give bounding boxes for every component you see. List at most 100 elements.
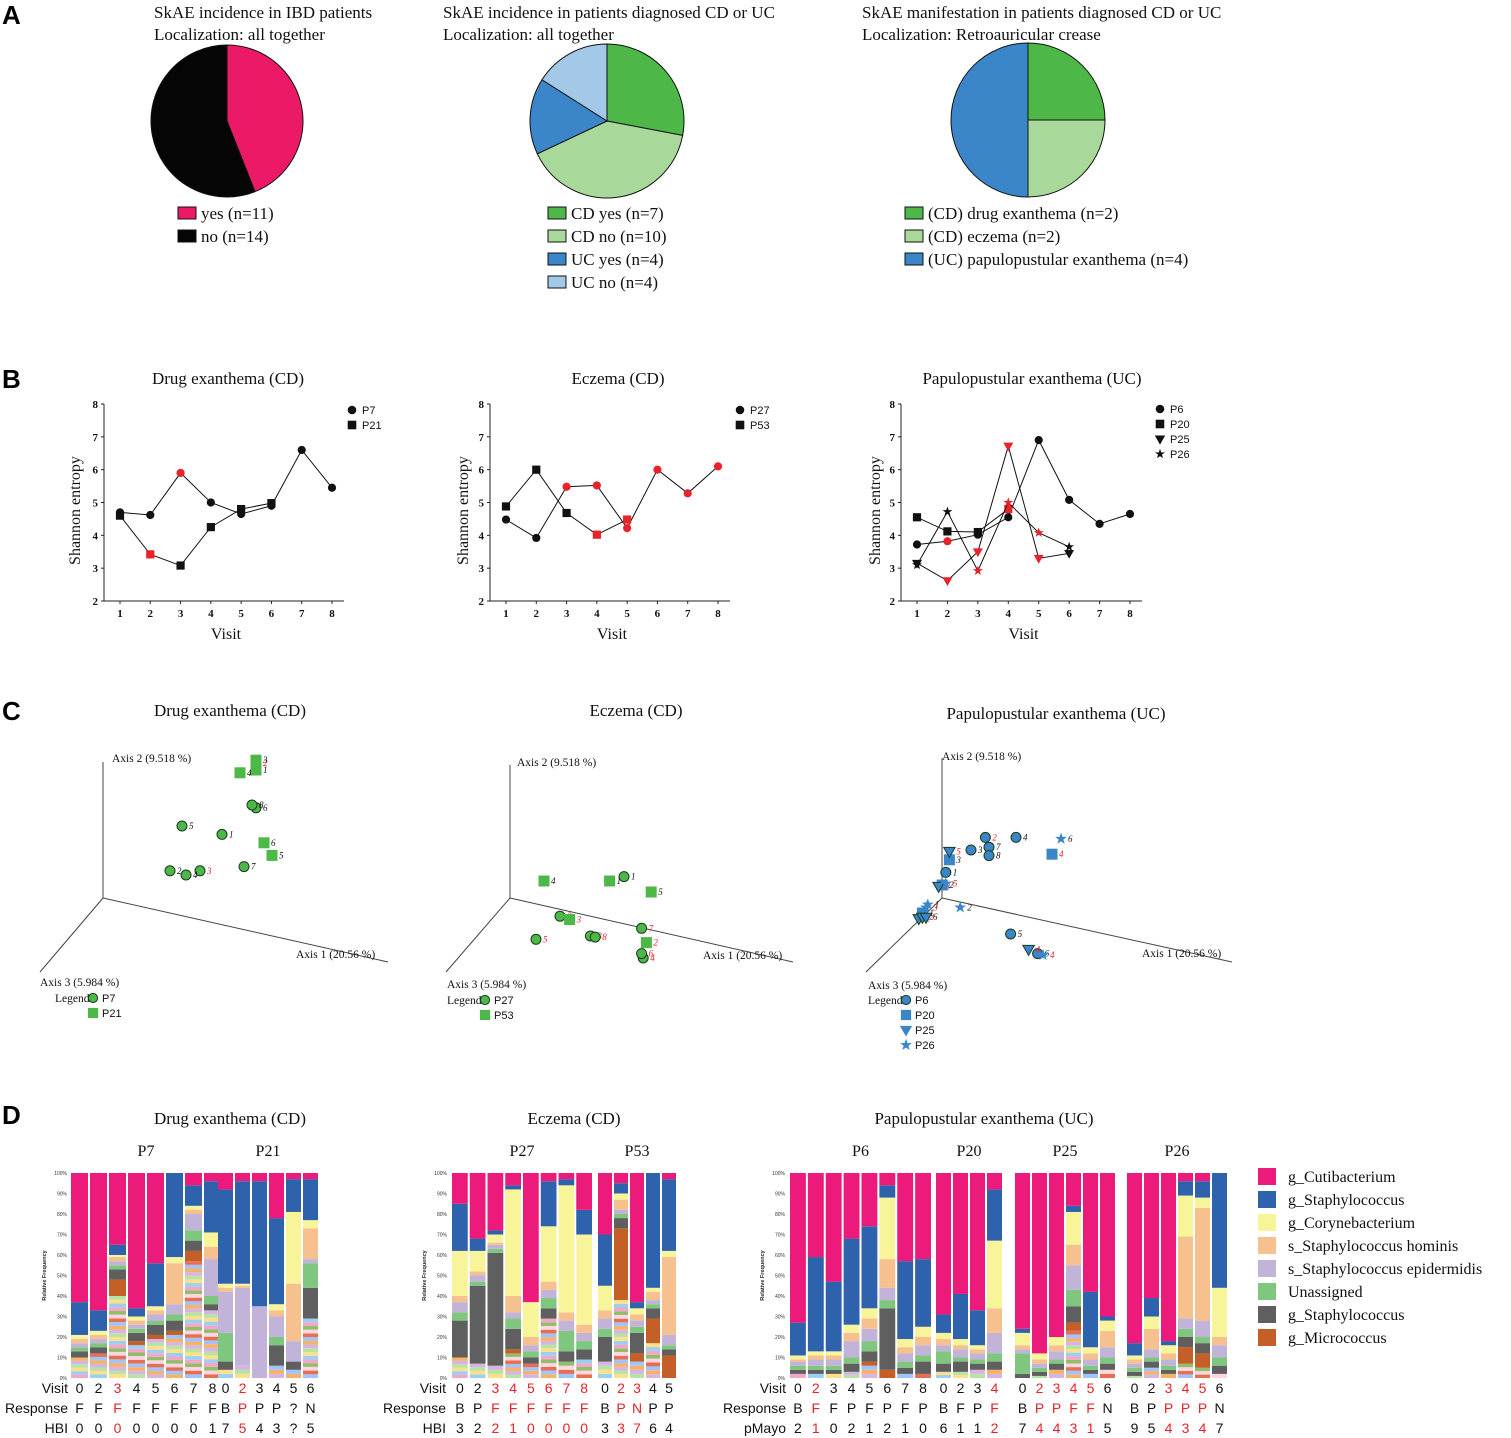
bar-segment <box>147 1173 164 1264</box>
bar-segment <box>1083 1353 1098 1360</box>
bar-segment-other <box>185 1345 202 1349</box>
score-label: 0 <box>190 1420 198 1436</box>
response-label: ? <box>290 1400 298 1416</box>
bar-segment <box>970 1310 985 1346</box>
pie-charts: SkAE incidence in IBD patients Localizati… <box>150 3 1221 292</box>
bar-segment <box>303 1228 318 1260</box>
response-label: B <box>1018 1400 1027 1416</box>
axis1-line <box>941 897 1233 963</box>
response-label: P <box>664 1400 673 1416</box>
bar-segment-other <box>185 1304 202 1309</box>
bar-segment-other <box>505 1367 521 1371</box>
bar-segment-other <box>843 1371 860 1375</box>
bar-segment <box>1195 1343 1210 1354</box>
bar-segment-other <box>646 1354 660 1359</box>
bar-segment <box>469 1238 486 1251</box>
point-label: 4 <box>193 870 198 880</box>
bar-segment <box>1195 1353 1210 1368</box>
bar-segment-other <box>185 1356 202 1360</box>
bar-segment-other <box>523 1367 539 1371</box>
point-label: 6 <box>1068 834 1073 844</box>
bar-segment <box>861 1341 878 1352</box>
bar-segment-other <box>1066 1359 1081 1364</box>
visit-label: 0 <box>1019 1380 1027 1396</box>
bar-segment-other <box>1032 1375 1047 1378</box>
score-label: 0 <box>114 1420 122 1436</box>
bar-segment <box>147 1306 164 1311</box>
response-label: B <box>939 1400 948 1416</box>
bar-segment <box>269 1337 284 1346</box>
bar-segment-other <box>452 1374 468 1378</box>
bar-segment <box>147 1320 164 1325</box>
response-label: F <box>544 1400 553 1416</box>
y-tick-label: 90% <box>775 1192 786 1198</box>
y-tick-label: 70% <box>775 1233 786 1239</box>
bar-segment <box>790 1361 806 1366</box>
bar-segment <box>487 1234 504 1243</box>
y-tick-label: 80% <box>437 1212 448 1218</box>
y-tick-label: 90% <box>437 1192 448 1198</box>
bar-segment-other <box>614 1329 628 1334</box>
response-label: F <box>990 1400 999 1416</box>
bar-segment <box>1161 1369 1176 1374</box>
bar-segment <box>1066 1322 1081 1331</box>
bar-segment <box>204 1296 221 1305</box>
data-point <box>1064 550 1075 559</box>
row-label: HBI <box>45 1420 68 1436</box>
bar-segment-other <box>204 1355 221 1360</box>
bar-segment-other <box>558 1365 575 1370</box>
visit-label: 2 <box>812 1380 820 1396</box>
bar-segment-other <box>646 1374 660 1378</box>
y-tick-label: 60% <box>437 1253 448 1259</box>
visit-label: 8 <box>209 1380 217 1396</box>
bar-segment-other <box>204 1359 221 1363</box>
bar-segment <box>843 1332 860 1342</box>
response-label: F <box>1069 1400 1078 1416</box>
score-label: 3 <box>456 1420 464 1436</box>
bar-segment-other <box>303 1318 318 1323</box>
y-tick-label: 3 <box>479 563 485 575</box>
bar-segment-other <box>1161 1373 1176 1378</box>
data-point <box>1055 832 1067 844</box>
pie-slice <box>536 120 684 199</box>
bar-segment-other <box>204 1310 221 1315</box>
data-point <box>912 559 922 570</box>
bar-segment-other <box>128 1359 145 1364</box>
legend-marker <box>479 1009 491 1021</box>
bar-segment <box>936 1314 951 1333</box>
x-tick-label: 6 <box>655 608 661 620</box>
bar-segment <box>662 1345 676 1350</box>
bar-segment <box>558 1185 575 1313</box>
bar-segment <box>662 1355 676 1378</box>
bar-segment-other <box>303 1366 318 1371</box>
bar-segment-other <box>185 1363 202 1368</box>
score-label: 3 <box>617 1420 625 1436</box>
bar-segment <box>185 1185 202 1206</box>
bar-segment-other <box>109 1314 126 1319</box>
bar-segment <box>614 1209 628 1214</box>
visit-label: 2 <box>617 1380 625 1396</box>
legend-label: P21 <box>102 1008 122 1020</box>
score-label: 1 <box>209 1420 217 1436</box>
bar-segment-other <box>166 1367 183 1371</box>
legend-label: P6 <box>1170 404 1183 416</box>
legend-label: P53 <box>494 1010 514 1022</box>
bar-segment <box>558 1173 575 1180</box>
bar-segment-other <box>303 1329 318 1334</box>
bar-segment <box>807 1173 824 1258</box>
bar-segment <box>576 1349 592 1360</box>
y-axis-label: Shannon entropy <box>455 456 472 565</box>
bar-segment-other <box>90 1370 107 1375</box>
visit-label: 2 <box>957 1380 965 1396</box>
bar-segment-other <box>269 1369 284 1374</box>
data-point <box>146 510 155 520</box>
bar-segment <box>109 1265 126 1270</box>
stacked-chart: Drug exanthema (CD) 0% 10% 20% 30% 40% 50% 60% 7… <box>5 1109 318 1436</box>
bar-segment <box>109 1255 126 1258</box>
bar-segment <box>987 1353 1002 1362</box>
bar-segment <box>630 1308 644 1315</box>
legend-label: UC no (n=4) <box>571 273 658 292</box>
bar-segment-other <box>1100 1373 1115 1378</box>
legend-label: (CD) drug exanthema (n=2) <box>928 204 1118 223</box>
group-label: P53 <box>625 1143 650 1160</box>
